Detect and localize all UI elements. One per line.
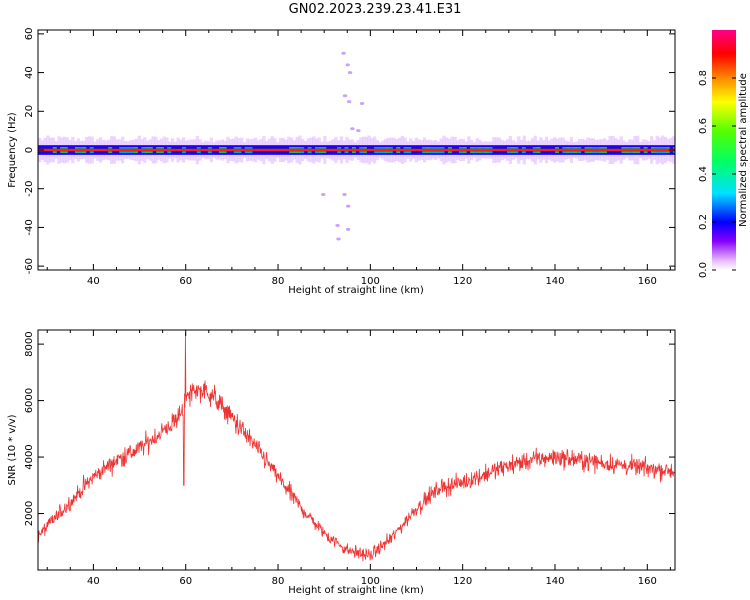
spectrogram-point <box>350 127 355 131</box>
snr-panel: 40 60 80 100 120 140 160 2000 4000 6000 8000 Heigh… <box>7 329 676 596</box>
spectrogram-point <box>345 227 351 231</box>
colorbar-tick-label: 0.2 <box>698 214 709 230</box>
spectrogram-y-tick-label: 60 <box>24 28 35 41</box>
spectrogram-center-line <box>38 148 675 152</box>
figure-title: GN02.2023.239.23.41.E31 <box>288 2 462 17</box>
snr-y-tick-label: 8000 <box>24 331 35 356</box>
snr-x-tick-label: 120 <box>453 576 472 587</box>
colorbar-tick-label: 0.0 <box>698 262 709 278</box>
spectrogram-point <box>321 193 326 197</box>
spectrogram-x-tick-label: 60 <box>179 276 192 287</box>
colorbar-tick-label: 0.8 <box>698 70 709 86</box>
snr-x-tick-label: 140 <box>545 576 564 587</box>
spectrogram-point <box>342 193 347 197</box>
spectrogram-point <box>345 204 351 208</box>
snr-x-tick-label: 60 <box>179 576 192 587</box>
spectrogram-y-tick-label: 0 <box>24 147 35 153</box>
colorbar: 0.0 0.2 0.4 0.6 0.8 Normalized spectral ampl… <box>698 30 749 278</box>
snr-x-tick-label: 160 <box>638 576 657 587</box>
snr-x-tick-label: 80 <box>272 576 285 587</box>
snr-y-tick-label: 6000 <box>24 388 35 413</box>
snr-y-tick-label: 2000 <box>24 501 35 526</box>
colorbar-gradient <box>712 30 736 270</box>
spectrogram-point <box>345 63 350 67</box>
spectrogram-x-tick-label: 80 <box>272 276 285 287</box>
spectrogram-panel: 40 60 80 100 120 140 160 -60 -40 -20 0 20 40 60 Heigh… <box>7 28 676 296</box>
snr-x-tick-label: 100 <box>361 576 380 587</box>
colorbar-tick-label: 0.4 <box>698 166 709 182</box>
colorbar-tick-label: 0.6 <box>698 118 709 134</box>
spectrogram-x-tick-label: 140 <box>545 276 564 287</box>
spectrogram-point <box>335 223 340 227</box>
spectrogram-y-tick-label: -40 <box>24 219 35 235</box>
spectrogram-y-tick-label: 20 <box>24 105 35 118</box>
snr-x-tick-label: 40 <box>87 576 100 587</box>
spectrogram-point <box>341 51 346 55</box>
spectrogram-y-axis-label: Frequency (Hz) <box>7 112 18 188</box>
spectrogram-x-axis-label: Height of straight line (km) <box>288 285 424 296</box>
snr-series-line <box>38 332 675 562</box>
spectrogram-point <box>342 94 348 98</box>
spectrogram-point <box>336 237 341 241</box>
snr-frame <box>37 329 676 571</box>
snr-x-axis-label: Height of straight line (km) <box>288 585 424 596</box>
spectrogram-x-tick-label: 120 <box>453 276 472 287</box>
spectrogram-y-tick-label: -60 <box>24 258 35 274</box>
spectrogram-x-tick-label: 40 <box>87 276 100 287</box>
spectrogram-y-tick-label: -20 <box>24 181 35 197</box>
spectrogram-point <box>359 102 365 106</box>
spectrogram-point <box>347 71 353 75</box>
spectrogram-y-tick-label: 40 <box>24 66 35 79</box>
spectrogram-x-tick-label: 100 <box>361 276 380 287</box>
colorbar-label: Normalized spectral amplitude <box>738 73 749 227</box>
spectrogram-point <box>356 129 361 133</box>
snr-y-axis-label: SNR (10 * v/v) <box>7 414 18 485</box>
spectrogram-point <box>346 100 352 104</box>
snr-y-tick-label: 4000 <box>24 444 35 469</box>
spectrogram-x-tick-label: 160 <box>638 276 657 287</box>
